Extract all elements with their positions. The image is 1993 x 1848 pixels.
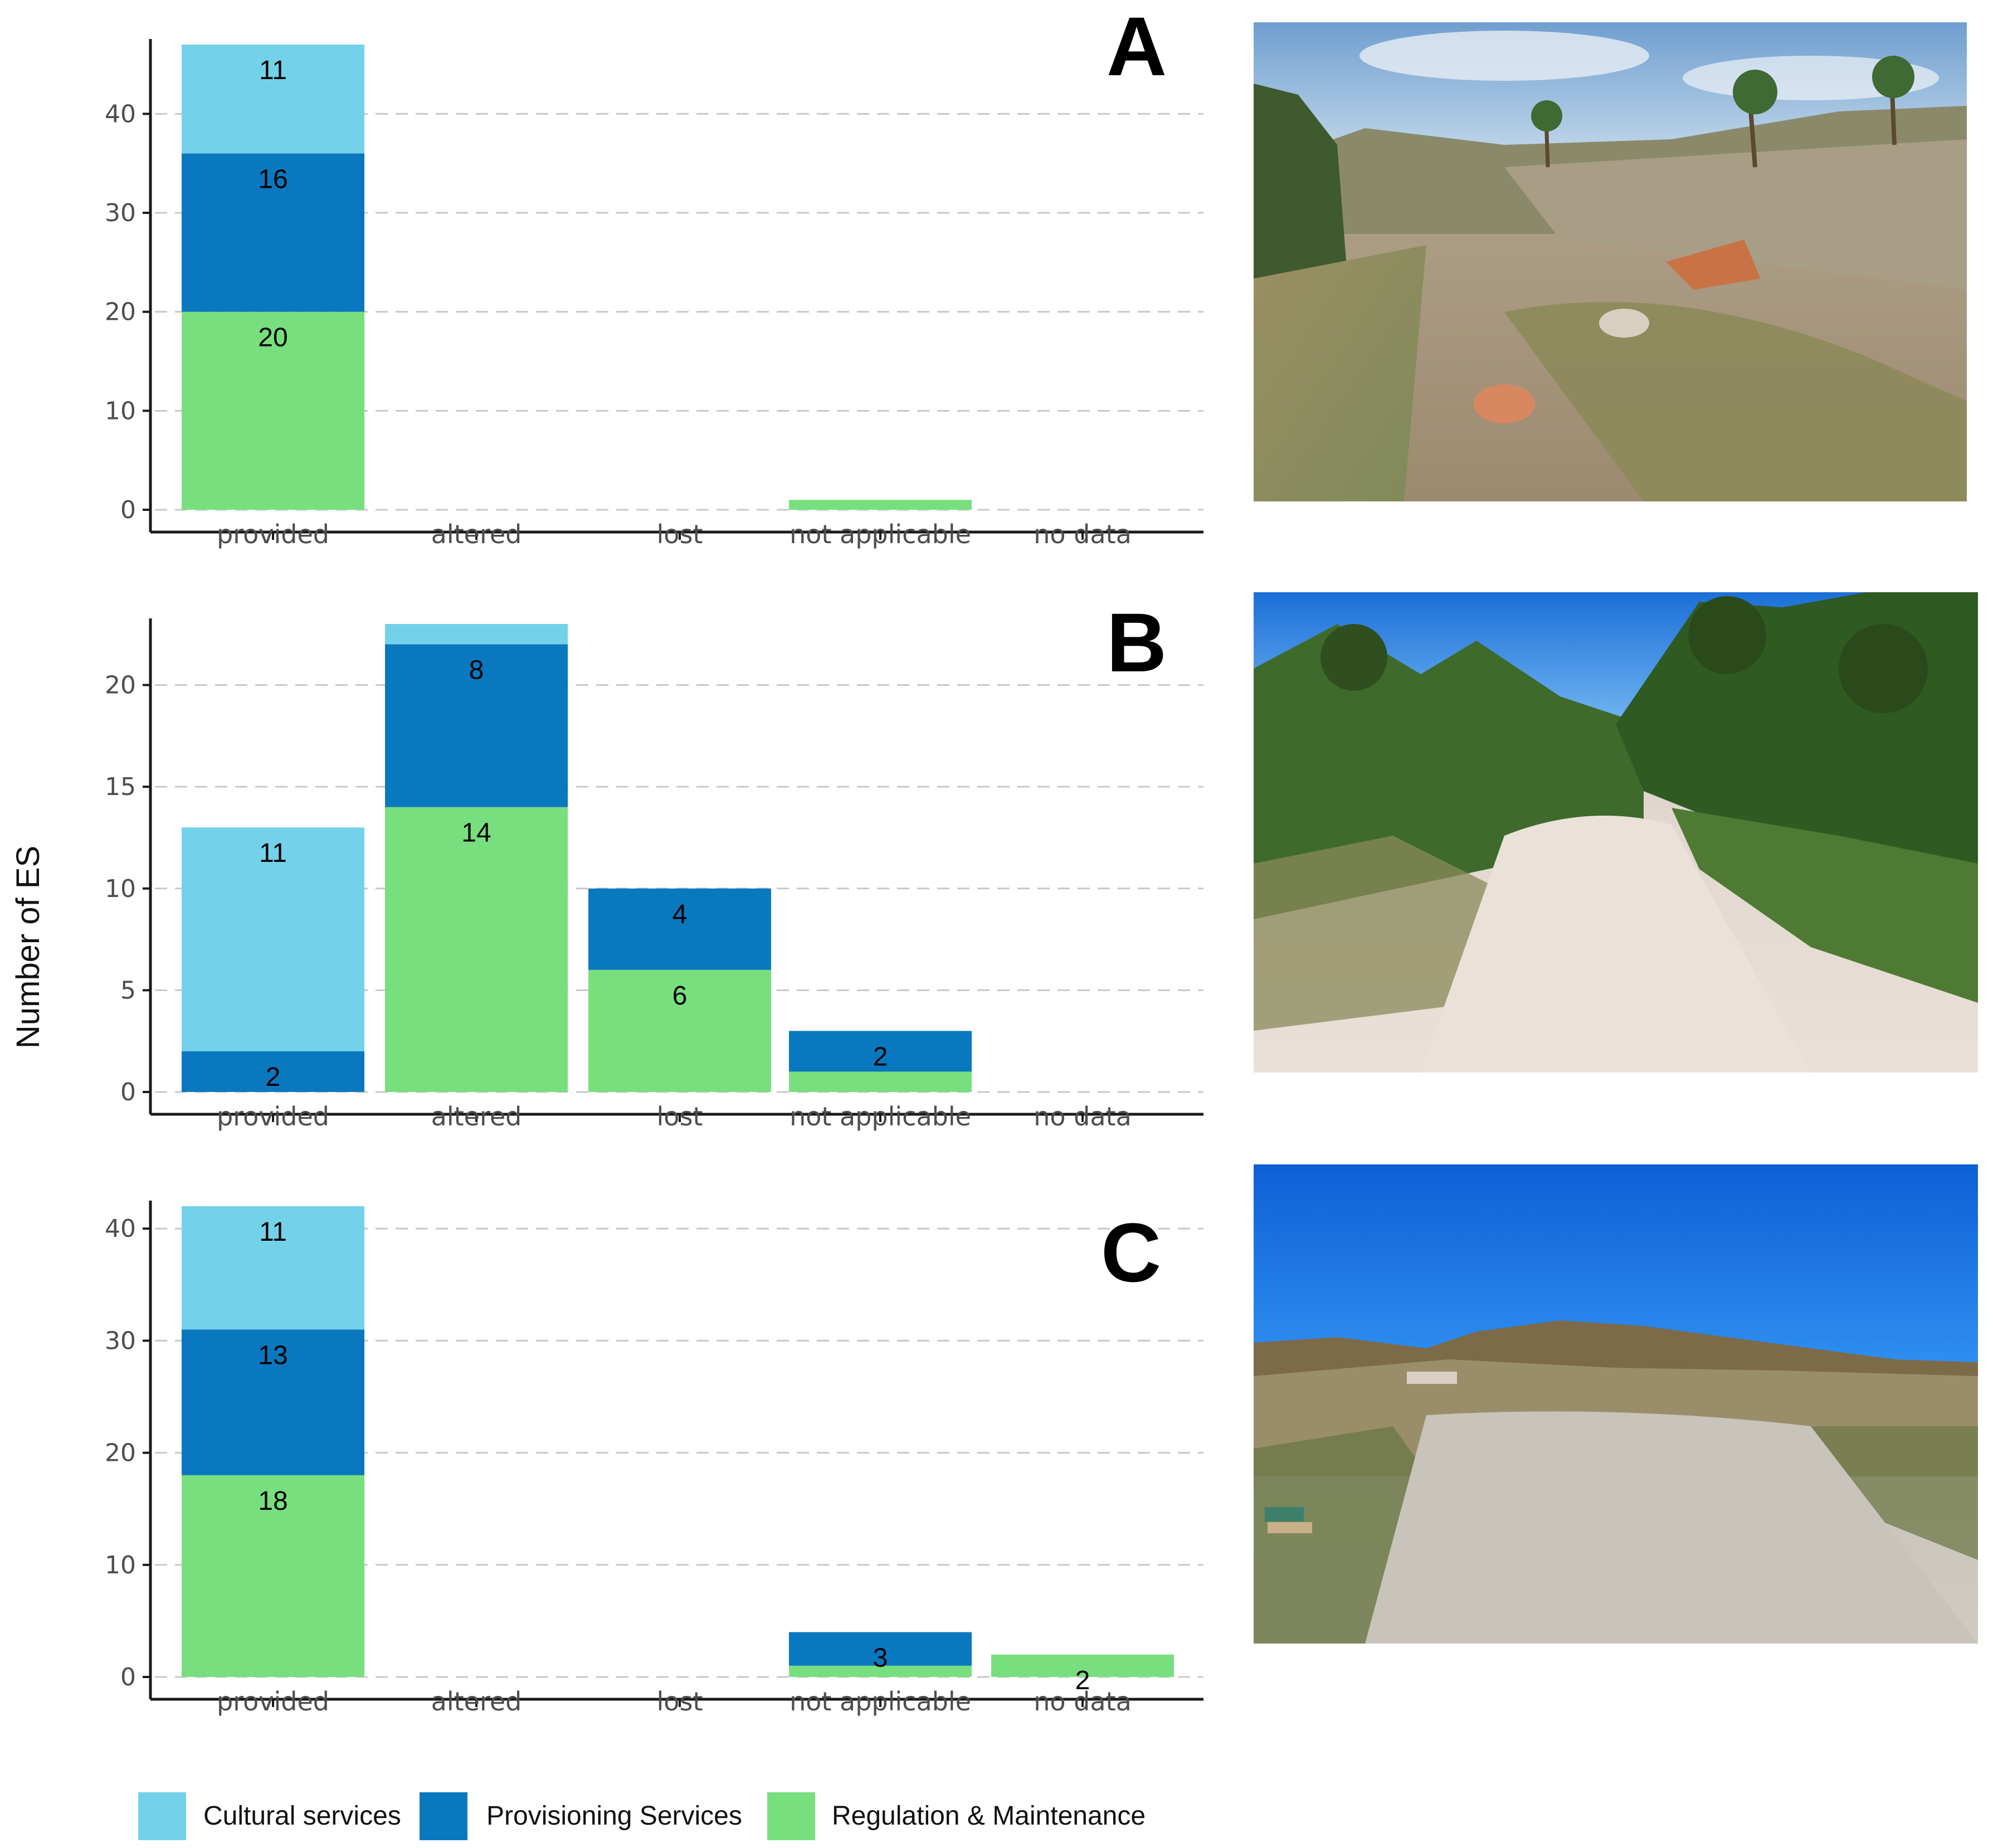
x-tick-label-a-provided: provided: [217, 519, 329, 549]
data-label-b-lost-provisioning-services: 4: [673, 900, 688, 929]
y-tick-label-c-20: 20: [105, 1439, 136, 1467]
bar-a-not-applicable-regulation-maintenance: [789, 500, 972, 510]
bar-b-lost-regulation-maintenance: [588, 969, 771, 1092]
bar-b-altered-provisioning-services: [385, 644, 568, 807]
data-label-b-not-applicable-provisioning-services: 2: [873, 1042, 888, 1071]
y-tick-label-b-20: 20: [105, 671, 136, 700]
data-label-b-lost-regulation-maintenance: 6: [673, 981, 688, 1011]
photo-a: [1254, 22, 1967, 501]
x-tick-label-c-not-applicable: not applicable: [790, 1686, 971, 1717]
x-tick-label-a-altered: altered: [431, 519, 522, 549]
photo-b: [1254, 592, 1978, 1072]
y-tick-label-b-5: 5: [120, 976, 136, 1005]
x-tick-label-c-altered: altered: [431, 1686, 522, 1717]
legend-label-regulation: Regulation & Maintenance: [832, 1801, 1146, 1831]
y-tick-label-a-20: 20: [105, 298, 136, 326]
bar-b-not-applicable-regulation-maintenance: [789, 1071, 972, 1092]
legend-key-cultural: [138, 1792, 186, 1840]
bar-b-not-applicable-provisioning-services: [789, 1031, 972, 1072]
data-label-c-provided-cultural-services: 11: [259, 1217, 287, 1247]
y-tick-label-c-40: 40: [105, 1215, 136, 1243]
bar-b-lost-provisioning-services: [588, 888, 771, 970]
x-tick-label-c-provided: provided: [217, 1686, 329, 1717]
panel-label-a: A: [1107, 0, 1167, 93]
data-label-b-provided-provisioning-services: 2: [266, 1062, 281, 1092]
legend-key-regulation: [767, 1792, 815, 1840]
panel-label-b: B: [1107, 596, 1167, 689]
bar-a-provided-provisioning-services: [182, 153, 364, 312]
bar-c-provided-cultural-services: [182, 1206, 364, 1330]
data-label-a-provided-provisioning-services: 16: [258, 164, 288, 194]
x-tick-label-c-no-data: no data: [1034, 1686, 1132, 1717]
y-tick-label-a-10: 10: [105, 397, 136, 425]
y-tick-label-a-0: 0: [120, 496, 136, 524]
bar-b-altered-cultural-services: [385, 624, 568, 645]
data-label-c-no-data-regulation-maintenance: 2: [1075, 1666, 1090, 1695]
data-label-c-provided-provisioning-services: 13: [258, 1340, 288, 1370]
x-tick-label-c-lost: lost: [657, 1686, 703, 1717]
x-tick-label-a-lost: lost: [657, 519, 703, 549]
bar-c-not-applicable-provisioning-services: [789, 1632, 972, 1666]
bar-b-provided-cultural-services: [182, 827, 364, 1051]
chart-panel-a: 20 16 11 0 10 20 30 40 provided altered lost not ap…: [105, 0, 1203, 549]
legend-key-provisioning: [420, 1792, 467, 1840]
data-label-b-altered-regulation-maintenance: 14: [461, 818, 491, 848]
x-tick-label-b-no-data: no data: [1034, 1101, 1132, 1132]
x-tick-label-b-altered: altered: [431, 1101, 522, 1132]
bar-c-no-data-regulation-maintenance: [991, 1654, 1174, 1677]
photo-c: [1254, 1164, 1978, 1644]
x-tick-label-b-not-applicable: not applicable: [790, 1101, 971, 1132]
y-tick-label-b-15: 15: [105, 773, 136, 801]
x-tick-label-a-no-data: no data: [1034, 519, 1132, 549]
data-label-a-provided-regulation-maintenance: 20: [258, 323, 288, 353]
bar-a-provided-cultural-services: [182, 45, 364, 154]
y-tick-label-c-10: 10: [105, 1551, 136, 1579]
bar-a-provided-regulation-maintenance: [182, 311, 364, 510]
data-label-a-provided-cultural-services: 11: [259, 56, 287, 85]
x-tick-label-b-lost: lost: [657, 1101, 703, 1132]
bar-c-not-applicable-regulation-maintenance: [789, 1665, 972, 1677]
y-tick-label-c-30: 30: [105, 1327, 136, 1355]
x-tick-label-b-provided: provided: [217, 1101, 329, 1132]
y-tick-label-a-40: 40: [105, 100, 136, 128]
y-tick-label-c-0: 0: [120, 1663, 136, 1691]
bar-c-provided-regulation-maintenance: [182, 1475, 364, 1677]
bar-c-provided-provisioning-services: [182, 1329, 364, 1475]
y-axis-label: Number of ES: [10, 846, 46, 1049]
legend-label-provisioning: Provisioning Services: [486, 1801, 742, 1831]
bar-b-provided-provisioning-services: [182, 1051, 364, 1092]
bar-b-altered-regulation-maintenance: [385, 807, 568, 1092]
y-tick-label-b-10: 10: [105, 875, 136, 903]
data-label-c-provided-regulation-maintenance: 18: [258, 1486, 288, 1516]
legend: Cultural services Provisioning Services …: [138, 1792, 1146, 1840]
y-tick-label-b-0: 0: [120, 1078, 136, 1106]
data-label-b-provided-cultural-services: 11: [259, 838, 287, 868]
data-label-c-not-applicable-provisioning-services: 3: [873, 1644, 888, 1673]
x-tick-label-a-not-applicable: not applicable: [790, 519, 971, 549]
data-label-b-altered-provisioning-services: 8: [469, 656, 484, 685]
y-tick-label-a-30: 30: [105, 199, 136, 227]
legend-label-cultural: Cultural services: [203, 1801, 401, 1831]
panel-label-c: C: [1101, 1206, 1161, 1299]
